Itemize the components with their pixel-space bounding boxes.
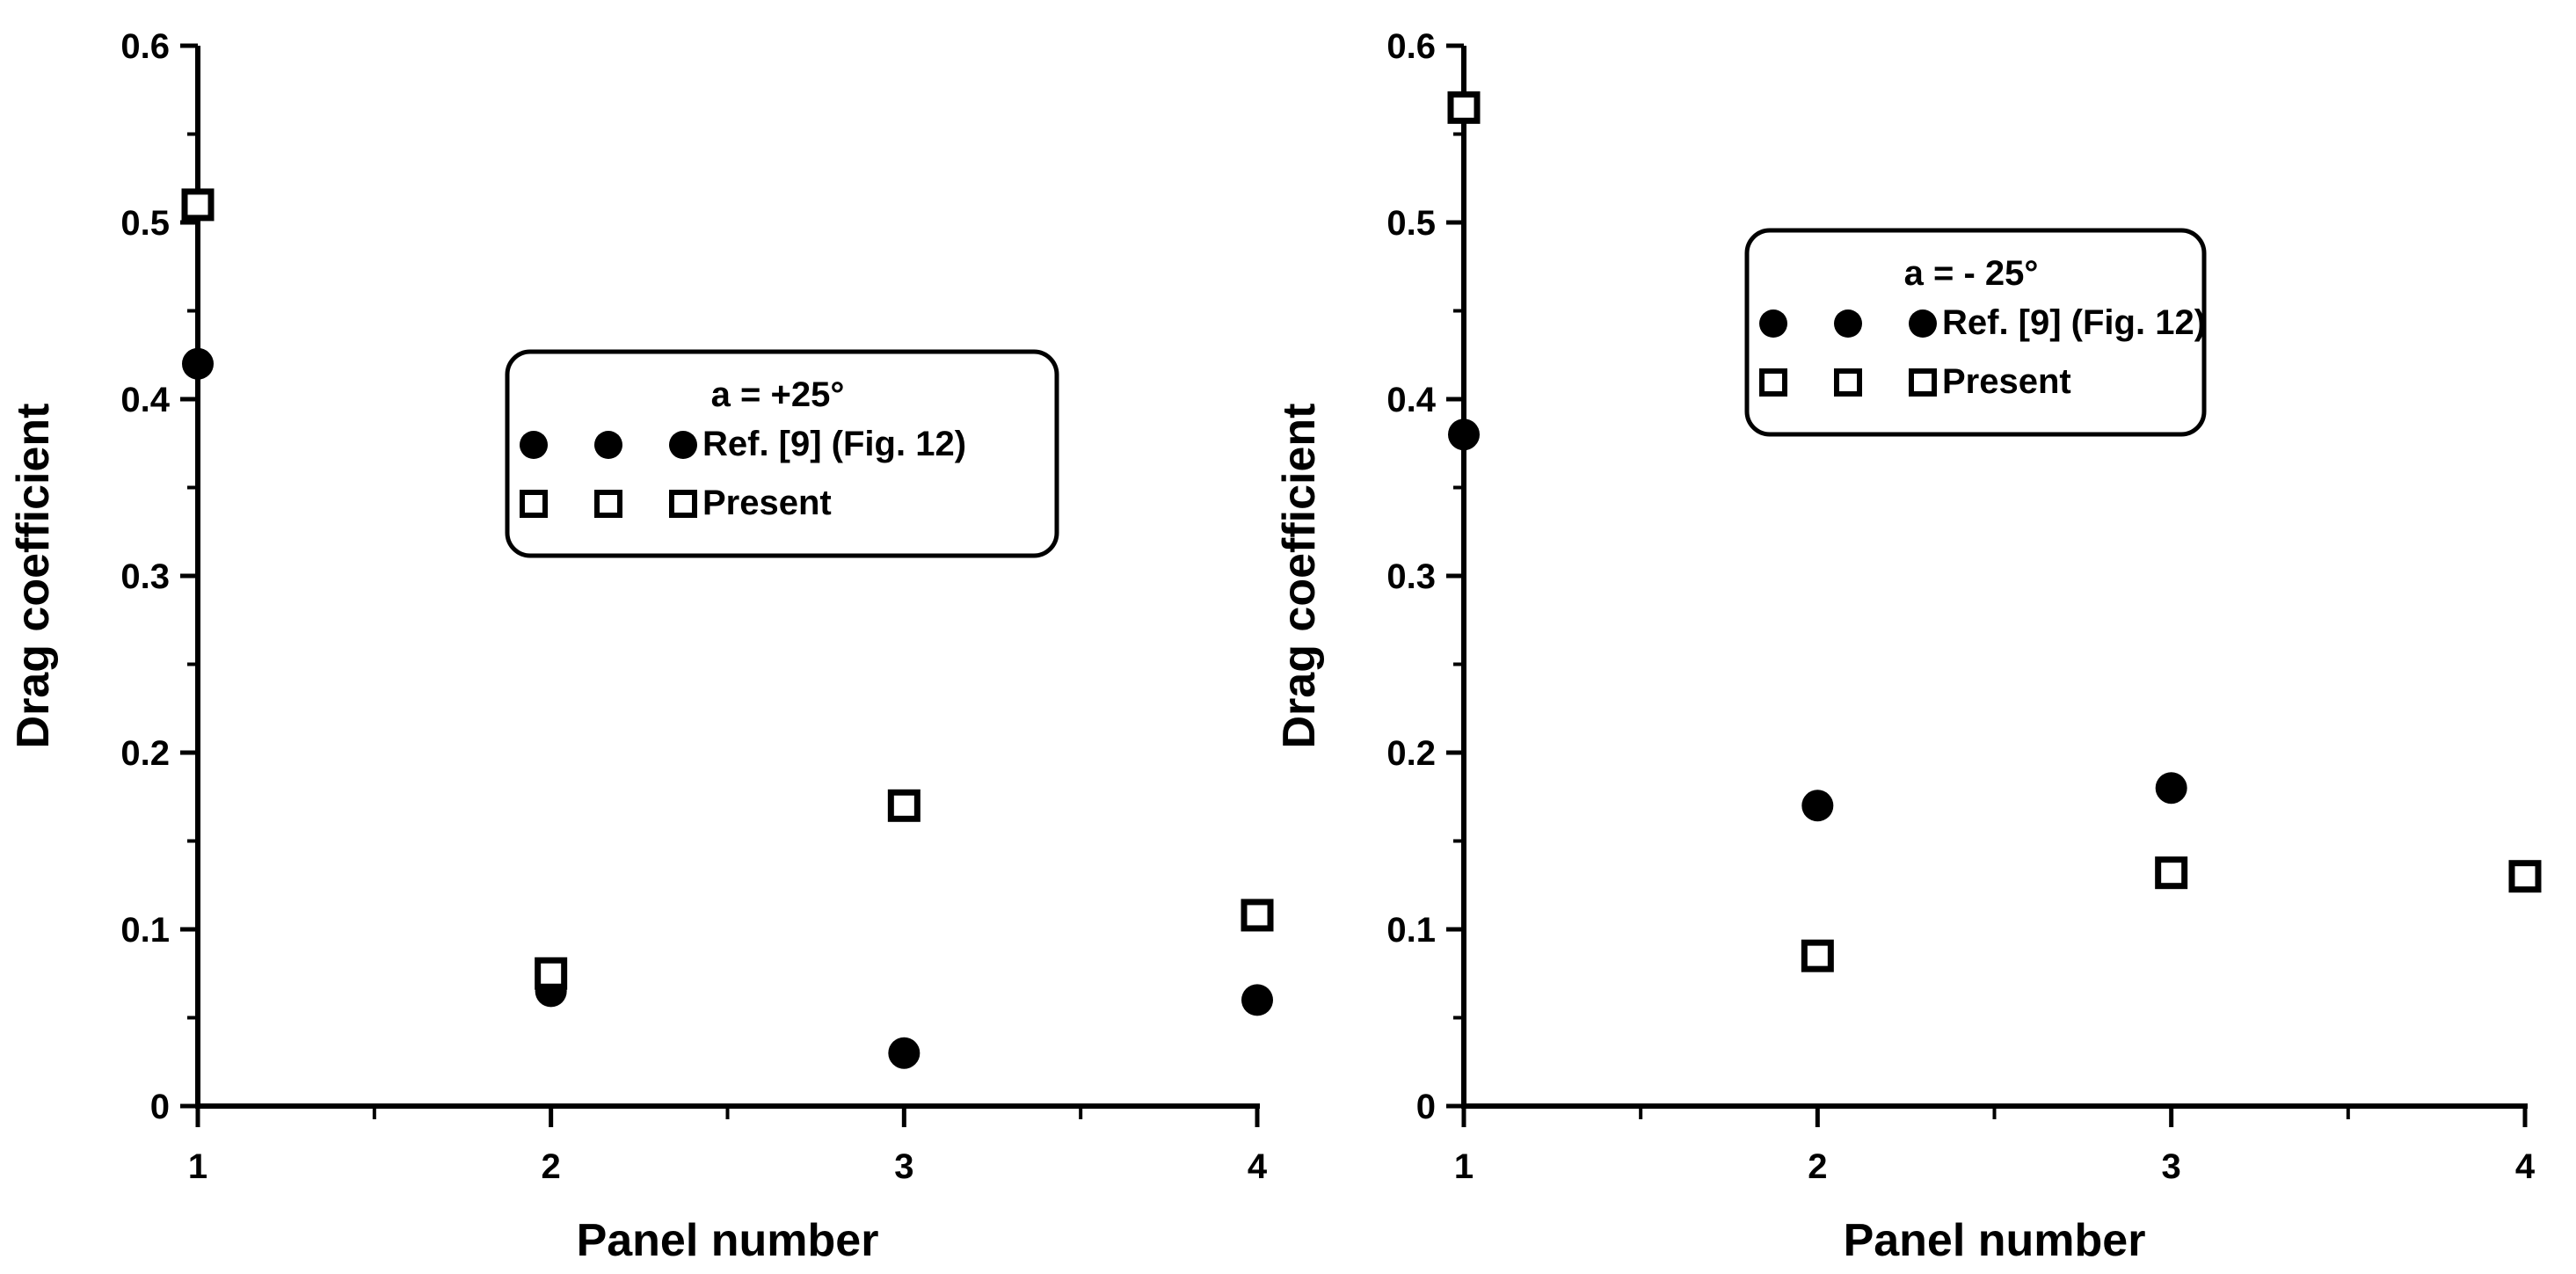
chart-panel-1: 0 0.1 0.2 0.3 0.4 0.5 0.6 1 2 3 4 Panel number Drag …	[8, 27, 1274, 1266]
data-point-ref9	[1241, 984, 1273, 1016]
data-point-ref9	[182, 347, 214, 380]
data-point-present	[887, 789, 921, 822]
legend-entry-label: Ref. [9] (Fig. 12)	[702, 425, 966, 463]
data-point-present	[535, 957, 568, 990]
x-tick-label: 1	[188, 1147, 207, 1186]
legend-entry-label: Present	[1942, 362, 2071, 401]
x-axis-title: Panel number	[577, 1215, 879, 1266]
data-point-ref9	[1448, 419, 1480, 451]
legend-marker-present	[1759, 368, 1787, 397]
y-tick-label: 0	[150, 1088, 170, 1126]
y-tick-label: 0.2	[120, 734, 170, 773]
legend-marker-ref9	[669, 431, 697, 459]
x-tick-label: 4	[1248, 1147, 1268, 1186]
legend-marker-ref9	[520, 431, 548, 459]
y-tick-label: 0.6	[120, 27, 170, 66]
data-point-ref9	[1801, 790, 1834, 822]
data-point-present	[181, 188, 215, 222]
legend-marker-present	[1909, 368, 1937, 397]
data-point-present	[1447, 91, 1481, 124]
x-tick-label: 3	[894, 1147, 913, 1186]
x-tick-label: 4	[2515, 1147, 2536, 1186]
legend-marker-present	[594, 490, 622, 518]
data-point-ref9	[888, 1037, 921, 1069]
legend-marker-present	[520, 490, 548, 518]
legend-marker-ref9	[1759, 309, 1787, 338]
x-tick-label: 1	[1454, 1147, 1474, 1186]
data-point-present	[1241, 899, 1274, 932]
y-tick-label: 0.1	[120, 911, 170, 950]
x-tick-label: 2	[542, 1147, 561, 1186]
legend-marker-ref9	[594, 431, 622, 459]
legend-marker-ref9	[1834, 309, 1862, 338]
legend-marker-present	[669, 490, 697, 518]
y-tick-label: 0.5	[120, 204, 170, 243]
x-axis-title: Panel number	[1844, 1215, 2146, 1266]
data-point-ref9	[2155, 772, 2187, 804]
legend-marker-present	[1834, 368, 1862, 397]
y-tick-label: 0	[1416, 1088, 1436, 1126]
y-tick-label: 0.6	[1386, 27, 1436, 66]
legend-entry-label: Ref. [9] (Fig. 12)	[1942, 303, 2206, 342]
y-tick-label: 0.3	[1386, 557, 1436, 596]
y-axis-title: Drag coefficient	[1274, 404, 1325, 749]
y-tick-label: 0.4	[120, 381, 170, 419]
legend-title: a = - 25°	[1904, 254, 2039, 293]
data-markers	[181, 188, 1274, 1069]
data-point-present	[2508, 860, 2542, 893]
legend-marker-ref9	[1909, 309, 1937, 338]
data-point-present	[1801, 939, 1834, 972]
legend-box	[505, 349, 1059, 558]
y-tick-label: 0.5	[1386, 204, 1436, 243]
x-tick-label: 3	[2162, 1147, 2181, 1186]
data-point-present	[2155, 856, 2188, 890]
y-tick-label: 0.2	[1386, 734, 1436, 773]
y-tick-label: 0.4	[1386, 381, 1436, 419]
legend-title: a = +25°	[711, 375, 845, 414]
chart-panel-2: 0 0.1 0.2 0.3 0.4 0.5 0.6 1 2 3 4 Panel number Drag …	[1274, 27, 2542, 1266]
legend: a = +25° Ref. [9] (Fig. 12) Present	[505, 349, 1059, 558]
legend: a = - 25° Ref. [9] (Fig. 12) Present	[1744, 228, 2207, 437]
data-markers	[1447, 91, 2542, 972]
legend-entry-label: Present	[702, 484, 832, 522]
y-tick-label: 0.1	[1386, 911, 1436, 950]
y-axis-title: Drag coefficient	[8, 404, 59, 749]
y-tick-label: 0.3	[120, 557, 170, 596]
x-tick-label: 2	[1808, 1147, 1827, 1186]
